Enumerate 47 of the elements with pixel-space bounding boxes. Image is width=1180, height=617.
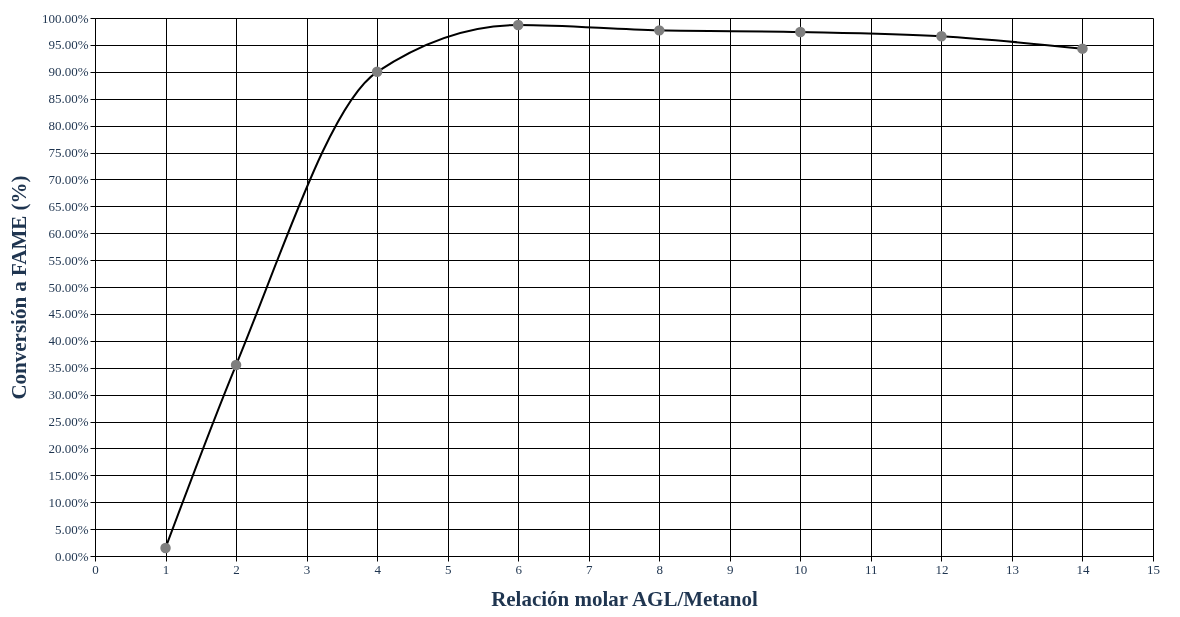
x-tick-label: 2	[233, 561, 240, 577]
x-tick-label: 3	[303, 561, 311, 577]
x-tick-label: 6	[515, 561, 523, 577]
x-tick-label: 14	[1076, 561, 1090, 577]
x-tick-label: 1	[162, 561, 170, 577]
y-tick-label: 100.00%	[41, 10, 89, 26]
y-tick-label: 25.00%	[48, 414, 89, 429]
x-tick-label: 11	[865, 561, 878, 577]
x-tick-label: 13	[1005, 561, 1019, 577]
y-tick-label: 55.00%	[48, 252, 89, 268]
x-axis-title: Relación molar AGL/Metanol	[491, 586, 759, 611]
point	[160, 542, 171, 554]
y-axis-title: Conversión a FAME (%)	[6, 175, 31, 400]
x-tick-label: 10	[794, 561, 808, 577]
y-tick-label: 20.00%	[48, 440, 89, 456]
x-tick-label: 0	[92, 561, 99, 577]
point	[230, 359, 242, 371]
point	[371, 66, 383, 78]
point	[936, 31, 947, 42]
y-tick-label: 95.00%	[48, 37, 89, 53]
x-tick-label: 8	[656, 561, 664, 577]
x-tick-label: 7	[585, 561, 593, 577]
y-tick-label: 80.00%	[48, 118, 89, 134]
point	[795, 26, 806, 38]
y-tick-label: 75.00%	[48, 145, 89, 160]
x-tick-label: 9	[727, 561, 734, 577]
y-tick-label: 70.00%	[48, 171, 89, 187]
x-tick-label: 4	[374, 561, 382, 577]
y-tick-label: 0.00%	[54, 548, 89, 564]
point	[1077, 43, 1088, 54]
y-tick-label: 10.00%	[48, 494, 89, 510]
y-tick-label: 5.00%	[54, 521, 89, 537]
y-tick-label: 90.00%	[48, 64, 89, 80]
y-tick-label: 60.00%	[48, 225, 89, 241]
x-tick-label: 12	[935, 561, 949, 577]
y-tick-label: 65.00%	[48, 198, 89, 214]
y-tick-label: 35.00%	[48, 360, 89, 376]
y-tick-label: 45.00%	[48, 306, 89, 322]
y-tick-label: 15.00%	[48, 467, 89, 483]
y-tick-label: 40.00%	[48, 333, 89, 349]
point	[512, 19, 524, 31]
x-tick-label: 15	[1147, 561, 1160, 577]
y-tick-label: 85.00%	[48, 91, 89, 107]
point	[654, 25, 665, 36]
y-tick-label: 30.00%	[48, 387, 89, 403]
y-tick-label: 50.00%	[48, 279, 89, 295]
x-tick-label: 5	[444, 561, 452, 577]
